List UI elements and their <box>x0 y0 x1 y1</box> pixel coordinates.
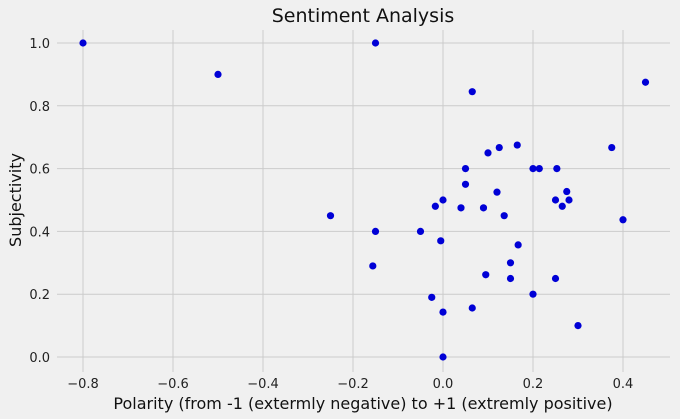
x-tick-label: 0.2 <box>523 377 544 392</box>
data-point <box>551 196 560 204</box>
data-point <box>416 227 425 235</box>
y-tick-label: 0.8 <box>29 100 50 115</box>
data-point <box>574 322 582 330</box>
data-point <box>479 204 488 212</box>
data-point <box>468 304 476 312</box>
y-axis-label: Subjectivity <box>6 153 25 247</box>
data-point <box>495 143 503 152</box>
y-axis-ticks: 0.0 0.2 0.4 0.6 0.8 1.0 <box>29 37 50 366</box>
data-point <box>493 188 501 196</box>
data-point <box>553 165 561 173</box>
data-point <box>428 293 436 301</box>
data-point <box>565 196 573 204</box>
data-point <box>457 204 465 212</box>
chart-title: Sentiment Analysis <box>272 5 455 27</box>
x-tick-label: −0.2 <box>337 377 369 392</box>
data-point <box>482 271 490 279</box>
y-tick-label: 0.2 <box>29 288 50 303</box>
data-point <box>608 143 616 152</box>
data-point <box>369 262 377 270</box>
x-tick-label: −0.4 <box>247 377 279 392</box>
data-point <box>529 165 537 173</box>
x-axis-label: Polarity (from -1 (extermly negative) to… <box>113 394 612 413</box>
data-point <box>437 237 445 245</box>
data-point <box>514 241 522 249</box>
data-point <box>529 290 537 298</box>
data-point <box>641 78 650 86</box>
x-tick-label: 0.0 <box>433 377 454 392</box>
data-point <box>214 70 222 78</box>
data-point <box>506 259 515 267</box>
data-point <box>535 165 543 173</box>
data-point <box>461 180 470 188</box>
x-tick-label: −0.6 <box>157 377 189 392</box>
data-point <box>371 227 380 235</box>
data-point <box>326 212 335 220</box>
data-point <box>79 39 87 47</box>
data-point <box>551 274 560 283</box>
data-point <box>371 39 380 47</box>
data-point <box>468 88 476 96</box>
x-axis-ticks: −0.8 −0.6 −0.4 −0.2 0.0 0.2 0.4 <box>67 377 633 392</box>
data-point <box>500 212 508 220</box>
data-point <box>513 141 521 149</box>
gridlines <box>57 30 670 372</box>
x-tick-label: 0.4 <box>613 377 634 392</box>
data-point <box>506 274 515 283</box>
data-point <box>484 149 492 157</box>
y-tick-label: 0.0 <box>29 351 50 366</box>
data-point <box>558 202 566 210</box>
data-point <box>439 353 447 361</box>
x-tick-label: −0.8 <box>67 377 99 392</box>
data-point <box>563 187 571 196</box>
data-point <box>439 196 447 204</box>
data-points <box>79 39 650 361</box>
data-point <box>431 202 439 210</box>
data-point <box>461 165 470 173</box>
data-point <box>619 216 627 224</box>
y-tick-label: 0.6 <box>29 163 50 178</box>
y-tick-label: 1.0 <box>29 37 50 52</box>
y-tick-label: 0.4 <box>29 225 50 240</box>
data-point <box>439 308 447 316</box>
